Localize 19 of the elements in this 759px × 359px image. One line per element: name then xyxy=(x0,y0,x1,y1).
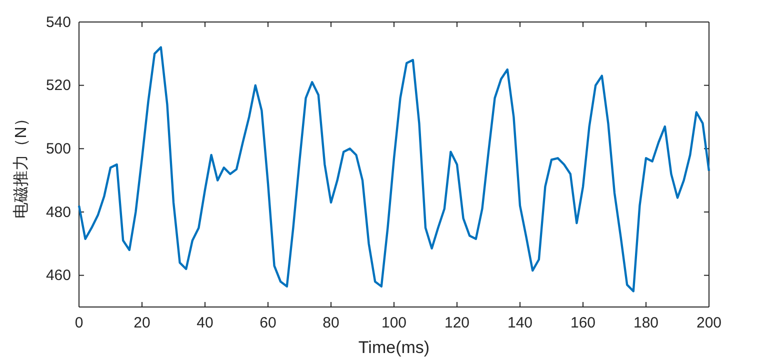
y-axis-title: 电磁推力（N） xyxy=(12,110,30,218)
x-axis-title: Time(ms) xyxy=(358,338,430,357)
x-tick-label: 20 xyxy=(134,314,150,332)
x-tick-label: 140 xyxy=(507,314,533,332)
y-tick-label: 480 xyxy=(46,204,71,221)
x-tick-label: 180 xyxy=(633,314,659,332)
y-tick-label: 500 xyxy=(46,140,71,158)
x-tick-label: 40 xyxy=(196,314,214,332)
x-tick-label: 80 xyxy=(322,314,340,332)
y-tick-label: 460 xyxy=(46,267,71,284)
x-tick-label: 0 xyxy=(74,314,84,332)
x-tick-label: 60 xyxy=(260,314,276,332)
x-tick-label: 100 xyxy=(381,314,407,332)
y-tick-label: 520 xyxy=(46,77,71,94)
x-tick-label: 160 xyxy=(570,314,596,332)
x-tick-label: 200 xyxy=(696,314,722,332)
line-series xyxy=(78,46,710,292)
x-tick-label: 120 xyxy=(444,314,470,332)
y-tick-label: 540 xyxy=(46,14,71,31)
